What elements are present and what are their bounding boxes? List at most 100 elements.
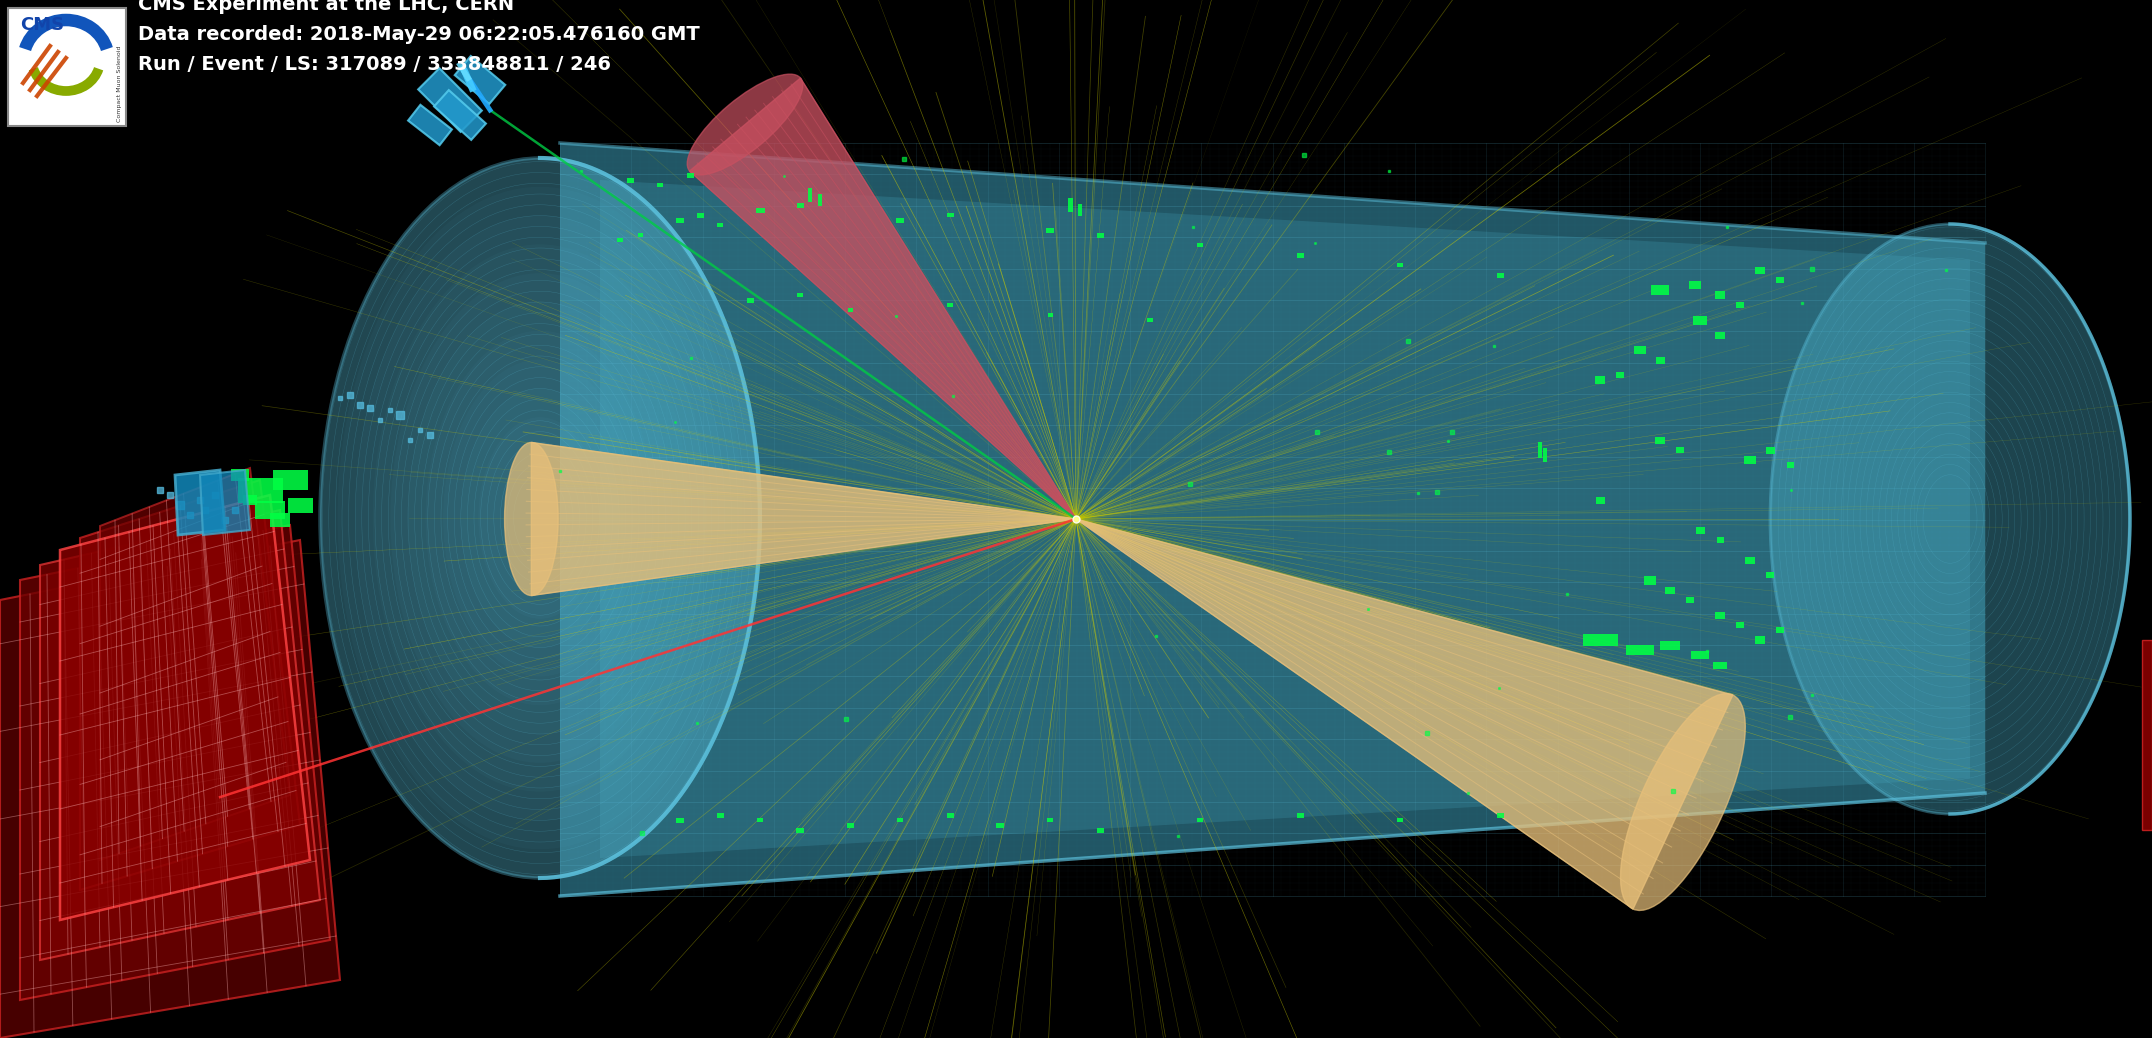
Bar	[1651, 285, 1670, 295]
Bar	[243, 495, 256, 506]
Bar	[1627, 645, 1655, 655]
Bar	[1633, 346, 1646, 354]
Bar	[656, 183, 663, 187]
Polygon shape	[560, 143, 1984, 896]
Bar	[686, 172, 693, 177]
Polygon shape	[409, 105, 452, 145]
Ellipse shape	[321, 158, 760, 878]
Bar	[1078, 204, 1082, 216]
Bar	[1756, 636, 1765, 644]
Bar	[1539, 442, 1543, 458]
Bar	[1644, 575, 1657, 584]
Bar	[895, 218, 904, 222]
Bar	[717, 223, 723, 227]
Polygon shape	[600, 180, 1969, 858]
Polygon shape	[435, 90, 486, 140]
Polygon shape	[19, 525, 329, 1000]
Bar	[1737, 302, 1743, 308]
Polygon shape	[689, 78, 1076, 519]
Bar	[1685, 597, 1694, 603]
Bar	[269, 513, 291, 527]
Bar	[1655, 437, 1666, 443]
Bar	[1048, 818, 1052, 822]
Bar	[818, 194, 822, 206]
Polygon shape	[560, 143, 1984, 896]
Polygon shape	[200, 470, 250, 535]
Bar	[273, 470, 308, 490]
Polygon shape	[560, 143, 1984, 896]
Polygon shape	[560, 143, 1984, 896]
Bar	[1496, 273, 1504, 277]
Bar	[1765, 446, 1775, 454]
Bar	[1676, 447, 1685, 453]
Bar	[796, 293, 803, 297]
Polygon shape	[1076, 519, 1732, 909]
Bar	[1197, 818, 1203, 822]
Bar	[755, 208, 764, 213]
Bar	[1046, 227, 1054, 233]
Bar	[846, 822, 854, 827]
Bar	[796, 202, 803, 208]
Bar	[1715, 331, 1726, 338]
Bar	[1595, 496, 1605, 503]
Bar	[1296, 252, 1304, 257]
Polygon shape	[560, 143, 1984, 896]
Polygon shape	[560, 143, 1984, 896]
Bar	[676, 818, 684, 822]
Polygon shape	[454, 56, 506, 104]
Bar	[1786, 462, 1793, 468]
Bar	[758, 818, 764, 822]
Bar	[288, 497, 312, 513]
Bar	[1756, 267, 1765, 273]
Bar	[1147, 318, 1153, 322]
Polygon shape	[174, 470, 226, 535]
Bar	[996, 822, 1005, 827]
Polygon shape	[0, 540, 340, 1038]
Bar	[747, 298, 753, 302]
Bar	[1595, 376, 1605, 384]
Bar	[1775, 627, 1784, 633]
Text: Compact Muon Solenoid: Compact Muon Solenoid	[118, 46, 123, 122]
Bar	[1715, 611, 1726, 619]
Bar	[1397, 818, 1403, 822]
Bar	[1616, 372, 1625, 378]
Bar	[1696, 526, 1704, 534]
Bar	[237, 477, 282, 502]
Ellipse shape	[686, 74, 803, 175]
Bar	[1694, 316, 1707, 325]
Bar	[9, 8, 127, 126]
Bar	[697, 213, 704, 218]
Bar	[2141, 640, 2152, 830]
Bar	[1689, 281, 1700, 289]
Bar	[1098, 233, 1104, 238]
Bar	[807, 188, 811, 202]
Bar	[230, 469, 250, 481]
Bar	[676, 218, 684, 222]
Bar	[947, 303, 953, 307]
Bar	[1397, 263, 1403, 267]
Bar	[1717, 537, 1724, 543]
Polygon shape	[80, 480, 299, 890]
Bar	[1296, 813, 1304, 818]
Bar	[1715, 291, 1726, 299]
Bar	[947, 213, 953, 217]
Bar	[1582, 634, 1618, 646]
Polygon shape	[41, 510, 321, 960]
Bar	[1098, 827, 1104, 832]
Bar	[1713, 661, 1728, 668]
Bar	[1767, 572, 1773, 578]
Bar	[618, 238, 622, 242]
Bar	[626, 177, 633, 183]
Bar	[1659, 640, 1681, 650]
Bar	[1048, 313, 1052, 317]
Bar	[1745, 556, 1756, 564]
Bar	[717, 813, 723, 818]
Bar	[1543, 448, 1547, 462]
Bar	[1743, 456, 1756, 464]
Polygon shape	[560, 143, 1984, 896]
Bar	[1666, 586, 1674, 594]
Bar	[897, 818, 904, 822]
Text: Data recorded: 2018-May-29 06:22:05.476160 GMT: Data recorded: 2018-May-29 06:22:05.4761…	[138, 25, 699, 44]
Polygon shape	[560, 143, 1984, 896]
Bar	[637, 233, 643, 237]
